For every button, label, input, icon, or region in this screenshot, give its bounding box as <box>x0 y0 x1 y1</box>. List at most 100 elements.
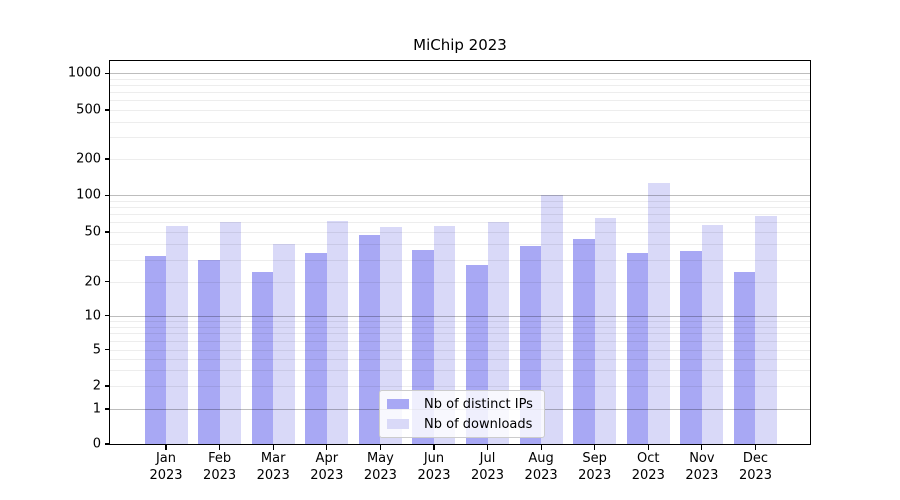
x-tick-label: Apr 2023 <box>310 451 344 483</box>
y-tick-mark <box>105 109 110 111</box>
y-tick-label: 50 <box>84 224 101 240</box>
bar-distinct-ips-dec <box>733 271 756 444</box>
legend-label-downloads: Nb of downloads <box>424 416 533 432</box>
bar-distinct-ips-oct <box>626 252 649 444</box>
bar-downloads-feb <box>219 222 242 444</box>
gridline-minor <box>110 110 810 111</box>
x-tick-label: Mar 2023 <box>256 451 290 483</box>
bar-downloads-aug <box>541 195 563 444</box>
gridline-minor <box>110 222 810 224</box>
x-tick-mark <box>379 445 381 450</box>
bar-downloads-dec <box>755 215 777 444</box>
x-tick-mark <box>594 445 596 450</box>
x-tick-mark <box>326 445 328 450</box>
bar-downloads-jun <box>433 226 456 444</box>
gridline-minor <box>110 281 810 283</box>
x-tick-label: Jun 2023 <box>417 451 451 483</box>
gridline-minor <box>110 85 810 87</box>
legend-swatch-downloads <box>387 419 409 429</box>
y-tick-mark <box>105 408 110 410</box>
y-tick-mark <box>105 194 110 196</box>
y-tick-mark <box>105 349 110 351</box>
gridline-minor <box>110 121 810 123</box>
bar-distinct-ips-mar <box>251 271 274 444</box>
bar-distinct-ips-may <box>358 235 381 444</box>
y-tick-mark <box>105 443 110 445</box>
gridline-minor <box>110 358 810 360</box>
gridline-major <box>110 195 810 197</box>
x-tick-mark <box>540 445 542 450</box>
gridline-major <box>110 315 810 317</box>
chart-title: MiChip 2023 <box>413 36 507 54</box>
x-tick-label: May 2023 <box>363 451 397 483</box>
gridline-minor <box>110 340 810 342</box>
bar-downloads-jan <box>166 226 188 444</box>
gridline-minor <box>110 349 810 351</box>
gridline-minor <box>110 92 810 94</box>
x-tick-label: Feb 2023 <box>203 451 237 483</box>
y-tick-label: 100 <box>76 187 101 203</box>
y-tick-mark <box>105 158 110 160</box>
legend-entry-distinct-ips: Nb of distinct IPs <box>387 397 544 412</box>
x-tick-label: Sep 2023 <box>578 451 612 483</box>
bar-downloads-apr <box>326 220 349 444</box>
x-tick-mark <box>272 445 274 450</box>
x-tick-mark <box>754 445 757 450</box>
y-tick-label: 20 <box>84 274 101 290</box>
bar-downloads-jul <box>487 222 510 444</box>
gridline-minor <box>110 100 810 102</box>
gridline-minor <box>110 137 810 139</box>
y-tick-label: 1 <box>92 401 101 417</box>
y-tick-label: 200 <box>76 151 101 167</box>
y-tick-mark <box>105 281 110 283</box>
y-tick-mark <box>105 72 110 74</box>
gridline-minor <box>110 386 810 387</box>
x-tick-mark <box>165 445 167 450</box>
legend-entry-downloads: Nb of downloads <box>387 417 544 432</box>
plot-area: Nb of distinct IPs Nb of downloads <box>109 60 811 445</box>
bar-distinct-ips-feb <box>198 259 220 444</box>
gridline-minor <box>110 214 810 216</box>
y-tick-label: 10 <box>84 308 101 324</box>
gridline-minor <box>110 369 810 371</box>
x-tick-mark <box>219 445 221 450</box>
gridline-minor <box>110 200 810 202</box>
gridline-minor <box>110 333 810 335</box>
x-tick-mark <box>433 445 435 450</box>
x-tick-label: Dec 2023 <box>738 451 773 483</box>
x-tick-label: Nov 2023 <box>685 451 719 483</box>
x-tick-label: Jul 2023 <box>470 451 505 483</box>
bar-downloads-mar <box>273 244 295 444</box>
gridline-minor <box>110 326 810 328</box>
x-tick-label: Jan 2023 <box>149 451 183 483</box>
gridline-minor <box>110 232 810 233</box>
bar-distinct-ips-sep <box>573 238 595 444</box>
legend: Nb of distinct IPs Nb of downloads <box>379 390 545 438</box>
legend-swatch-distinct-ips <box>387 399 409 409</box>
legend-label-distinct-ips: Nb of distinct IPs <box>424 396 533 412</box>
y-tick-label: 2 <box>92 378 101 394</box>
x-tick-mark <box>486 445 489 450</box>
gridline-minor <box>110 207 810 209</box>
bar-downloads-sep <box>594 218 617 444</box>
gridline-minor <box>110 259 810 261</box>
gridline-major <box>110 73 810 75</box>
bar-downloads-nov <box>701 225 724 444</box>
x-tick-mark <box>701 445 703 450</box>
y-tick-label: 5 <box>92 342 101 358</box>
bar-downloads-oct <box>648 182 670 444</box>
x-tick-mark <box>647 445 649 450</box>
bar-distinct-ips-nov <box>680 251 702 444</box>
y-tick-label: 1000 <box>67 65 101 81</box>
y-tick-label: 0 <box>92 436 101 452</box>
y-tick-mark <box>105 385 110 387</box>
bar-downloads-may <box>380 227 402 444</box>
y-tick-mark <box>105 231 110 233</box>
bar-distinct-ips-apr <box>305 252 327 444</box>
gridline-minor <box>110 320 810 322</box>
gridline-minor <box>110 244 810 246</box>
y-tick-mark <box>105 315 110 317</box>
gridline-minor <box>110 159 810 160</box>
bar-distinct-ips-jan <box>144 256 166 444</box>
